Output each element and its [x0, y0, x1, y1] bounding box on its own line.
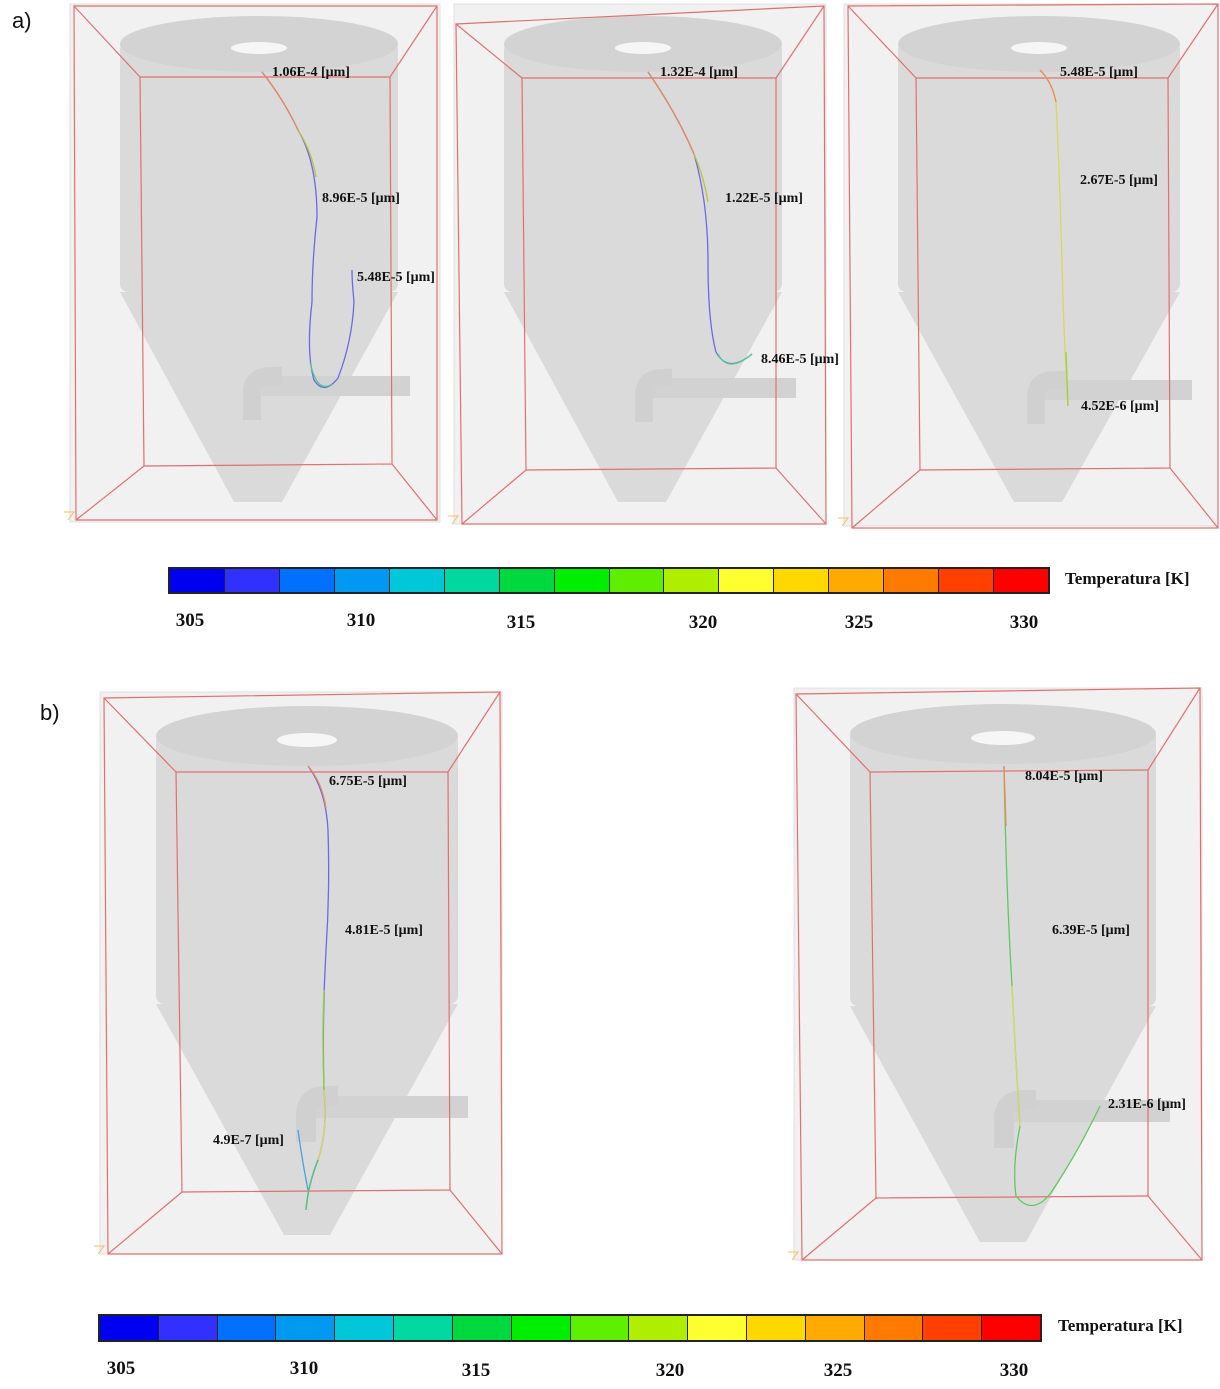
colorbar-tick: 330 — [1009, 612, 1039, 633]
trajectory-label: 8.46E-5 [μm] — [761, 352, 839, 367]
colorbar-segment — [939, 569, 995, 592]
colorbar-segment — [554, 569, 610, 592]
colorbar-segment — [719, 569, 775, 592]
cyclone-silhouette — [850, 704, 1170, 1242]
colorbar-segment — [774, 569, 830, 592]
colorbar-tick: 320 — [688, 612, 718, 633]
colorbar-tick: 330 — [999, 1360, 1029, 1381]
cyclone-silhouette — [120, 16, 410, 502]
colorbar-strip — [168, 567, 1050, 594]
scene-a3 — [836, 2, 1220, 529]
colorbar-tick: 310 — [289, 1358, 319, 1379]
colorbar-segment — [609, 569, 665, 592]
colorbar-segment — [664, 569, 720, 592]
colorbar-tick: 305 — [106, 1358, 136, 1379]
cyclone-silhouette — [898, 16, 1192, 502]
colorbar-segment — [499, 569, 555, 592]
panel-label-b: b) — [40, 700, 60, 725]
colorbar-segment — [158, 1316, 218, 1340]
colorbar-segment — [334, 569, 390, 592]
colorbar-segment — [570, 1316, 630, 1340]
trajectory-label: 5.48E-5 [μm] — [357, 270, 435, 285]
trajectory-label: 4.81E-5 [μm] — [345, 923, 423, 938]
colorbar-segment — [394, 1316, 453, 1340]
colorbar-segment — [170, 569, 225, 592]
colorbar-tick: 315 — [461, 1360, 491, 1381]
cyclone-silhouette — [504, 16, 796, 502]
colorbar-segment — [923, 1316, 983, 1340]
colorbar-tick: 310 — [346, 610, 376, 631]
colorbar-segment — [884, 569, 940, 592]
colorbar-b: Temperatura [K] 305 310 315 320 325 330 — [0, 1308, 1220, 1389]
colorbar-segment — [829, 569, 885, 592]
trajectory-label: 6.75E-5 [μm] — [329, 774, 407, 789]
colorbar-segment — [279, 569, 335, 592]
colorbar-segment — [224, 569, 280, 592]
trajectory-label: 2.67E-5 [μm] — [1080, 173, 1158, 188]
colorbar-segment — [389, 569, 445, 592]
colorbar-tick: 320 — [655, 1360, 685, 1381]
scene-b2 — [786, 686, 1204, 1262]
trajectory-label: 5.48E-5 [μm] — [1060, 65, 1138, 80]
colorbar-segment — [444, 569, 500, 592]
trajectory-label: 8.04E-5 [μm] — [1025, 769, 1103, 784]
colorbar-title: Temperatura [K] — [1058, 1316, 1183, 1335]
colorbar-segment — [276, 1316, 336, 1340]
colorbar-segment — [629, 1316, 689, 1340]
colorbar-segment — [982, 1316, 1040, 1340]
scene-b1 — [92, 690, 504, 1256]
colorbar-segment — [864, 1316, 924, 1340]
cyclone-silhouette — [156, 706, 468, 1235]
colorbar-tick: 315 — [506, 612, 536, 633]
trajectory-label: 1.06E-4 [μm] — [272, 65, 350, 80]
trajectory-label: 2.31E-6 [μm] — [1108, 1097, 1186, 1112]
colorbar-segment — [100, 1316, 159, 1340]
panel-label-a: a) — [12, 8, 32, 33]
trajectory-label: 6.39E-5 [μm] — [1052, 923, 1130, 938]
trajectory-label: 1.22E-5 [μm] — [725, 191, 803, 206]
colorbar-segment — [805, 1316, 865, 1340]
scene-a1 — [62, 2, 442, 524]
colorbar-tick: 325 — [844, 612, 874, 633]
colorbar-segment — [994, 569, 1048, 592]
colorbar-tick: 305 — [175, 610, 205, 631]
colorbar-segment — [217, 1316, 277, 1340]
trajectory-label: 4.52E-6 [μm] — [1081, 399, 1159, 414]
trajectory-label: 4.9E-7 [μm] — [213, 1133, 284, 1148]
colorbar-segment — [452, 1316, 512, 1340]
trajectory-label: 1.32E-4 [μm] — [660, 65, 738, 80]
colorbar-segment — [511, 1316, 571, 1340]
scene-a2 — [446, 2, 828, 526]
trajectory-label: 8.96E-5 [μm] — [322, 191, 400, 206]
colorbar-segment — [335, 1316, 395, 1340]
colorbar-segment — [746, 1316, 806, 1340]
colorbar-segment — [688, 1316, 747, 1340]
colorbar-a: Temperatura [K] 305 310 315 320 325 330 — [0, 560, 1220, 650]
colorbar-tick: 325 — [823, 1360, 853, 1381]
colorbar-title: Temperatura [K] — [1065, 569, 1190, 588]
colorbar-strip — [98, 1314, 1042, 1342]
